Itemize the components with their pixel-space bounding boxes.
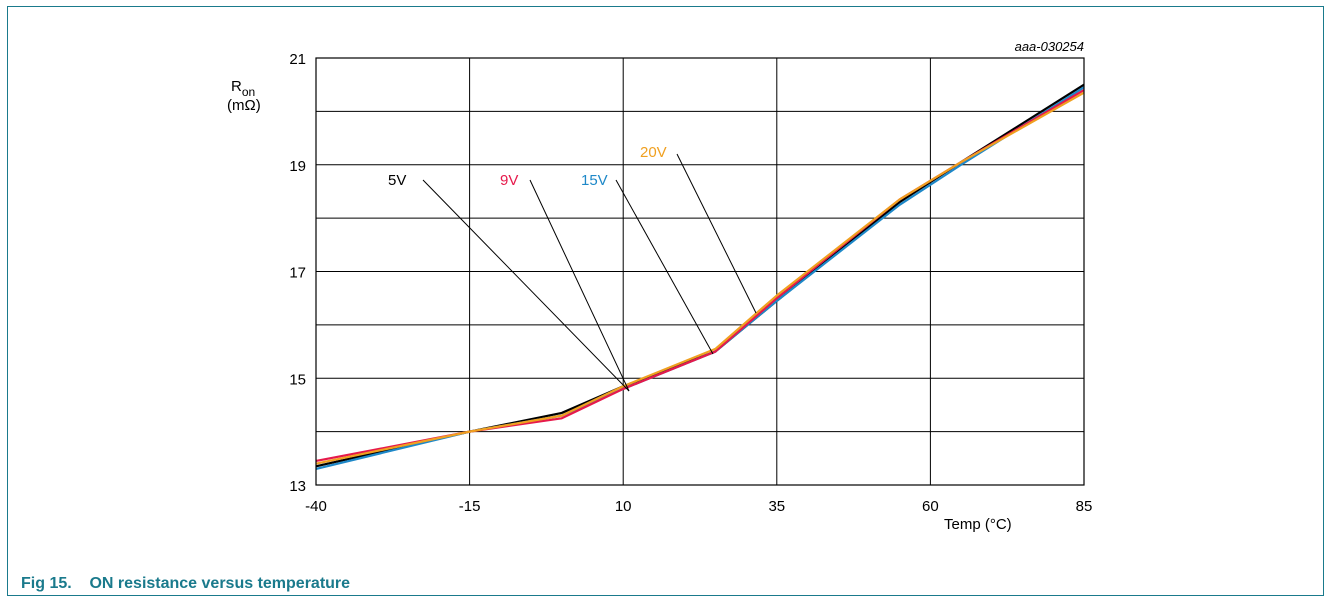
figure-code-label: aaa-030254 [1015, 39, 1084, 54]
leader-line [422, 179, 630, 392]
series-line-15v [315, 86, 1085, 471]
x-tick-label: 85 [1076, 498, 1093, 515]
series-line-5v [315, 83, 1085, 468]
leader-line [615, 179, 714, 355]
x-axis-label: Temp (°C) [944, 516, 1012, 533]
leader-line [676, 153, 757, 314]
series-label-5v: 5V [388, 172, 406, 189]
series-line-20v [315, 91, 1085, 465]
figure-title: ON resistance versus temperature [89, 575, 351, 592]
figure-caption: Fig 15. ON resistance versus temperature [21, 575, 350, 593]
y-axis-label-main: R [231, 78, 242, 95]
y-tick-label: 21 [289, 51, 306, 68]
grid [315, 57, 1085, 486]
series-label-20v: 20V [640, 144, 667, 161]
y-tick-label: 17 [289, 265, 306, 282]
x-tick-label: -15 [459, 498, 481, 515]
plot-border [315, 57, 1085, 486]
y-axis-label-sub: on [242, 85, 255, 99]
x-tick-label: 60 [922, 498, 939, 515]
x-tick-label: 10 [615, 498, 632, 515]
x-tick-label: 35 [768, 498, 785, 515]
tick-labels: -40 -15 10 35 60 85 13 15 17 19 21 [289, 51, 1092, 515]
leader-lines [422, 153, 757, 392]
leader-line [529, 179, 630, 392]
y-tick-label: 13 [289, 478, 306, 495]
series-line-9v [315, 89, 1085, 463]
series-label-15v: 15V [581, 172, 608, 189]
y-axis-unit: (mΩ) [227, 97, 261, 114]
figure-number: Fig 15. [21, 575, 72, 592]
x-tick-label: -40 [305, 498, 327, 515]
y-axis-label: Ron [231, 78, 255, 99]
figure-frame: -40 -15 10 35 60 85 13 15 17 19 21 aaa-030254 Ron … [7, 6, 1324, 596]
y-tick-label: 19 [289, 158, 306, 175]
series-label-9v: 9V [500, 172, 518, 189]
series-lines [315, 83, 1085, 471]
y-tick-label: 15 [289, 371, 306, 388]
